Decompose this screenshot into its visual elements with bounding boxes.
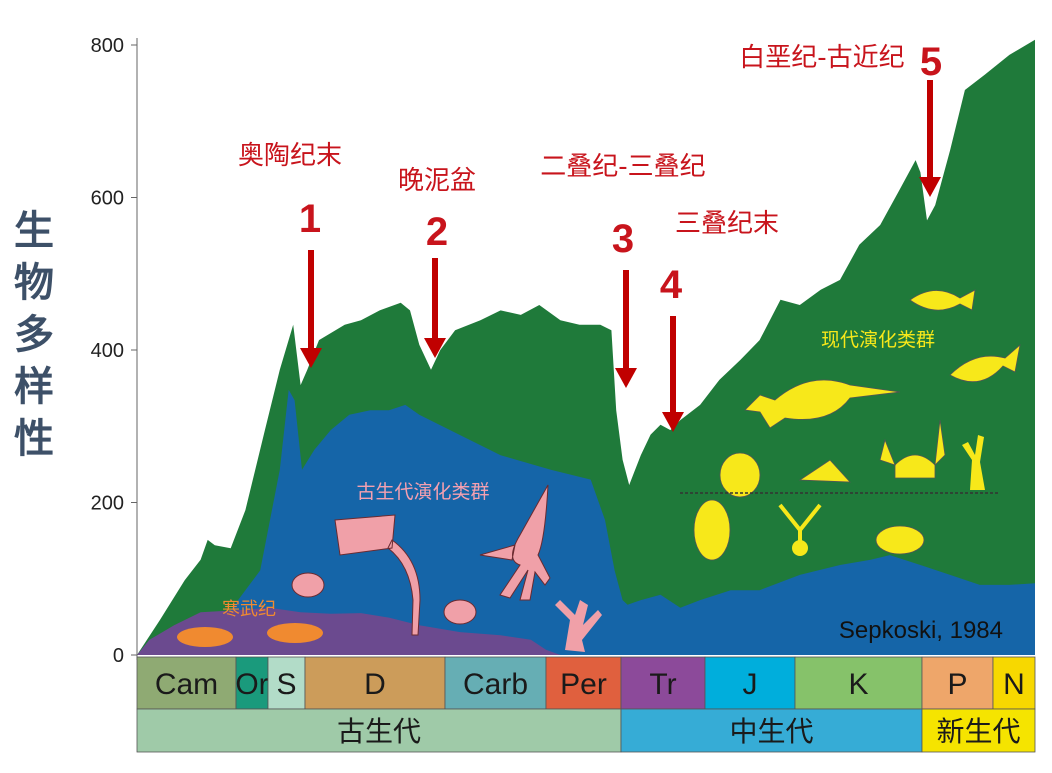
period-label: Tr	[649, 668, 676, 701]
trilobite-illustration	[267, 623, 323, 643]
period-cell-Carb	[444, 656, 547, 710]
y-tick-label: 0	[113, 645, 124, 667]
period-label: Or	[235, 668, 268, 701]
extinction-number-1: 1	[299, 197, 321, 241]
extinction-label-5: 白垩纪-古近纪	[739, 43, 904, 73]
period-cell-K	[794, 656, 923, 710]
crinoid-illustration	[334, 514, 421, 636]
coral-illustration	[962, 435, 985, 490]
organism-illustrations	[177, 289, 1021, 652]
arrow-3-head-icon	[615, 368, 637, 388]
period-label: K	[848, 668, 868, 701]
snail-illustration	[792, 540, 808, 556]
arrow-2-head-icon	[424, 338, 446, 358]
arrow-5-head-icon	[919, 177, 941, 197]
period-bar: Cam Or S D Carb Per Tr J K P N	[136, 656, 1036, 710]
era-label: 新生代	[936, 715, 1020, 748]
y-tick-label: 200	[91, 493, 124, 515]
bivalve-illustration	[693, 499, 731, 561]
period-cell-D	[304, 656, 446, 710]
crab-illustration	[879, 419, 946, 479]
area-series-3	[137, 607, 561, 655]
extinction-arrows	[300, 80, 941, 432]
snail-illustration	[798, 459, 851, 483]
brachiopod-illustration	[443, 599, 477, 625]
extinction-label-2: 晚泥盆	[398, 166, 476, 196]
period-label: P	[947, 668, 967, 701]
extinction-number-5: 5	[920, 40, 942, 84]
cambrian-fauna-label: 寒武纪	[222, 599, 276, 620]
period-label: Cam	[155, 668, 218, 701]
fish-illustration	[949, 343, 1021, 383]
period-cell-Per	[545, 656, 622, 710]
bivalve-illustration	[719, 452, 761, 498]
period-label: Per	[560, 668, 607, 701]
period-cell-S	[267, 656, 306, 710]
extinction-number-3: 3	[612, 217, 634, 261]
source-label: Sepkoski, 1984	[839, 617, 1003, 644]
y-tick-label: 600	[91, 188, 124, 210]
era-bar: 古生代 中生代 新生代	[136, 708, 1036, 753]
extinction-label-1: 奥陶纪末	[238, 141, 342, 171]
sea-urchin-illustration	[875, 525, 925, 555]
y-tick-label: 800	[91, 35, 124, 57]
extinction-number-2: 2	[426, 210, 448, 254]
brachiopod-illustration	[291, 572, 325, 598]
y-tick-label: 400	[91, 340, 124, 362]
extinction-number-4: 4	[660, 263, 683, 307]
squid-illustration	[479, 484, 551, 601]
area-layer	[137, 39, 1035, 655]
era-label: 古生代	[337, 715, 421, 748]
period-label: N	[1003, 668, 1025, 701]
period-label: D	[364, 668, 386, 701]
period-cell-Tr	[620, 656, 706, 710]
modern-fauna-label: 现代演化类群	[821, 329, 935, 351]
y-axis-label: 生物多样性	[14, 208, 54, 462]
period-label: Carb	[463, 668, 528, 701]
period-label: S	[276, 668, 296, 701]
area-series-2	[137, 389, 1035, 655]
era-cell	[136, 708, 622, 753]
ichthyosaur-illustration	[744, 379, 901, 429]
coral-illustration	[555, 600, 602, 652]
palaeozoic-fauna-label: 古生代演化类群	[356, 481, 489, 503]
era-label: 中生代	[729, 715, 813, 748]
period-cell-P	[921, 656, 994, 710]
arrow-4-head-icon	[662, 412, 684, 432]
fish-illustration	[909, 289, 976, 311]
period-label: J	[743, 668, 758, 701]
trilobite-illustration	[177, 627, 233, 647]
period-cell-N	[992, 656, 1036, 710]
extinction-label-4: 三叠纪末	[675, 209, 779, 239]
period-cell-J	[704, 656, 796, 710]
arrow-1-head-icon	[300, 348, 322, 368]
era-cell	[921, 708, 1036, 753]
y-ticks: 0 200 400 600 800	[91, 35, 137, 667]
era-cell	[620, 708, 923, 753]
period-cell-Cam	[136, 656, 237, 710]
extinction-label-3: 二叠纪-三叠纪	[540, 152, 705, 182]
extinction-annotations: 奥陶纪末 1 晚泥盆 2 二叠纪-三叠纪 3 三叠纪末 4 白垩纪-古近纪 5	[238, 40, 942, 307]
